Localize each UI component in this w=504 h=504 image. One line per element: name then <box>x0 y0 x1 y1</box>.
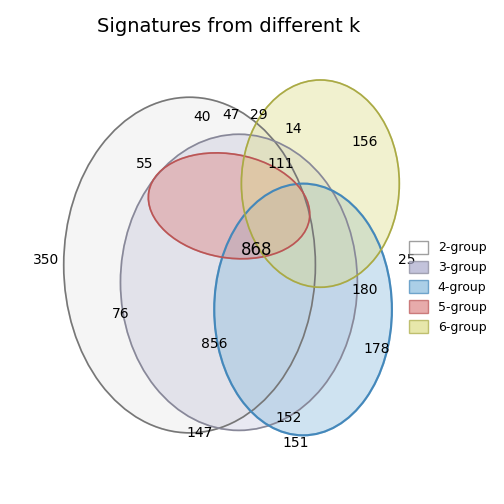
Text: 29: 29 <box>250 107 268 121</box>
Text: 350: 350 <box>33 253 59 267</box>
Text: 178: 178 <box>364 342 391 356</box>
Text: 151: 151 <box>282 436 309 450</box>
Text: 76: 76 <box>112 307 129 322</box>
Ellipse shape <box>120 134 357 430</box>
Text: 180: 180 <box>351 283 378 297</box>
Text: 856: 856 <box>201 337 227 351</box>
Text: 47: 47 <box>223 107 240 121</box>
Text: 40: 40 <box>193 110 211 124</box>
Text: 868: 868 <box>240 241 272 259</box>
Text: 147: 147 <box>186 426 213 440</box>
Text: 14: 14 <box>284 122 302 136</box>
Ellipse shape <box>214 183 392 435</box>
Text: 25: 25 <box>398 253 415 267</box>
Title: Signatures from different k: Signatures from different k <box>97 17 361 36</box>
Ellipse shape <box>148 153 310 259</box>
Text: 111: 111 <box>268 157 294 171</box>
Text: 152: 152 <box>275 411 301 425</box>
Text: 156: 156 <box>351 135 378 149</box>
Ellipse shape <box>64 97 316 433</box>
Ellipse shape <box>241 80 399 287</box>
Legend: 2-group, 3-group, 4-group, 5-group, 6-group: 2-group, 3-group, 4-group, 5-group, 6-gr… <box>404 236 491 339</box>
Text: 55: 55 <box>137 157 154 171</box>
